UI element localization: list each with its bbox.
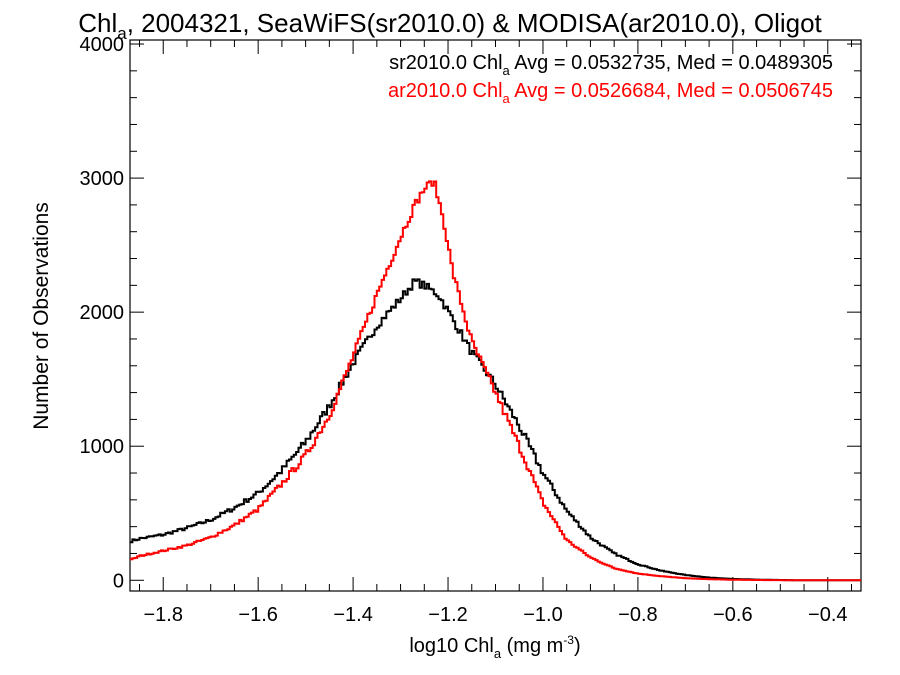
y-tick-label: 4000	[80, 34, 125, 56]
legend-series-sr2010: sr2010.0 Chla Avg = 0.0532735, Med = 0.0…	[389, 52, 833, 78]
y-tick-label: 0	[113, 570, 124, 592]
x-tick-label: −1.6	[238, 604, 277, 626]
series-group	[130, 180, 861, 582]
x-tick-label: −0.8	[618, 604, 657, 626]
x-tick-label: −1.4	[333, 604, 372, 626]
x-axis-label: log10 Chla (mg m-3)	[409, 633, 580, 661]
plot-frame	[129, 39, 862, 592]
x-tick-label: −0.4	[808, 604, 847, 626]
y-axis-label: Number of Observations	[30, 202, 53, 430]
histogram-series-sr2010	[130, 278, 861, 582]
legend-series-ar2010: ar2010.0 Chla Avg = 0.0526684, Med = 0.0…	[388, 80, 833, 106]
axis-ticks: −1.8 −1.6 −1.4 −1.2 −1.0 −0.8 −0.6 −0.4 0 1000 200…	[80, 34, 861, 626]
x-tick-label: −0.6	[713, 604, 752, 626]
y-tick-label: 2000	[80, 302, 125, 324]
chart-title: Chla, 2004321, SeaWiFS(sr2010.0) & MODIS…	[78, 8, 822, 43]
x-tick-label: −1.8	[143, 604, 182, 626]
x-tick-label: −1.2	[428, 604, 467, 626]
y-tick-label: 3000	[80, 168, 125, 190]
histogram-series-ar2010	[130, 180, 861, 582]
x-tick-label: −1.0	[523, 604, 562, 626]
y-tick-label: 1000	[80, 436, 125, 458]
